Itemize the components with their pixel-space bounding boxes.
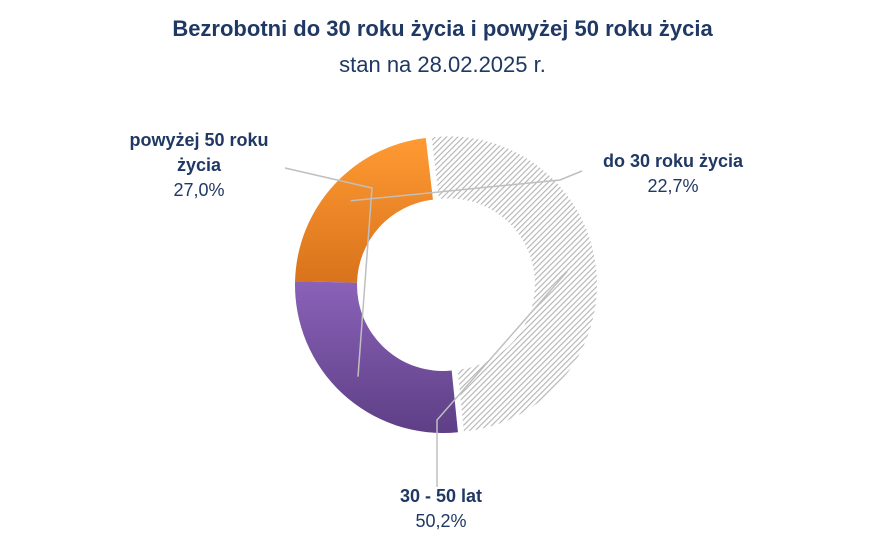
slice-30-50 — [431, 136, 597, 432]
leader-line — [436, 270, 568, 487]
slice-label-value: 27,0% — [173, 180, 224, 200]
slice-label-value: 22,7% — [647, 176, 698, 196]
slice-label-name: życia — [177, 155, 222, 175]
chart-title: Bezrobotni do 30 roku życia i powyżej 50… — [172, 16, 713, 41]
slice-label-name: 30 - 50 lat — [400, 486, 482, 506]
slice-label-name: powyżej 50 roku — [129, 130, 268, 150]
leader-line — [350, 170, 583, 202]
slice-do-30 — [295, 138, 433, 283]
slice-label-value: 50,2% — [415, 511, 466, 531]
leader-line — [284, 167, 373, 377]
slice-powyzej-50 — [294, 281, 458, 433]
slice-label-name: do 30 roku życia — [603, 151, 744, 171]
chart-subtitle: stan na 28.02.2025 r. — [339, 52, 546, 77]
